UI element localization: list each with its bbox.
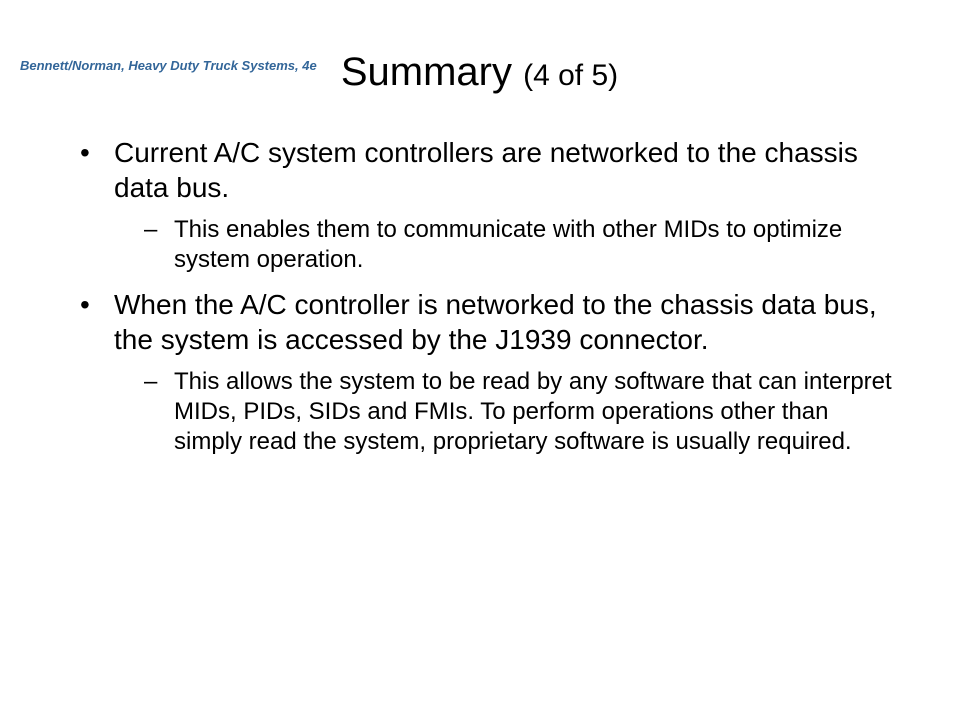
bullet-item: Current A/C system controllers are netwo… (80, 135, 899, 275)
title-main: Summary (341, 50, 523, 94)
bullet-text: When the A/C controller is networked to … (114, 289, 877, 355)
sub-bullet-text: This allows the system to be read by any… (174, 368, 892, 455)
sub-bullet-item: This allows the system to be read by any… (144, 367, 899, 457)
sub-bullet-item: This enables them to communicate with ot… (144, 215, 899, 275)
bullet-item: When the A/C controller is networked to … (80, 287, 899, 457)
slide-content: Current A/C system controllers are netwo… (60, 135, 899, 457)
title-sub: (4 of 5) (523, 59, 618, 92)
bullet-text: Current A/C system controllers are netwo… (114, 137, 858, 203)
header-book-title: Bennett/Norman, Heavy Duty Truck Systems… (20, 58, 317, 73)
sub-bullet-text: This enables them to communicate with ot… (174, 216, 842, 273)
